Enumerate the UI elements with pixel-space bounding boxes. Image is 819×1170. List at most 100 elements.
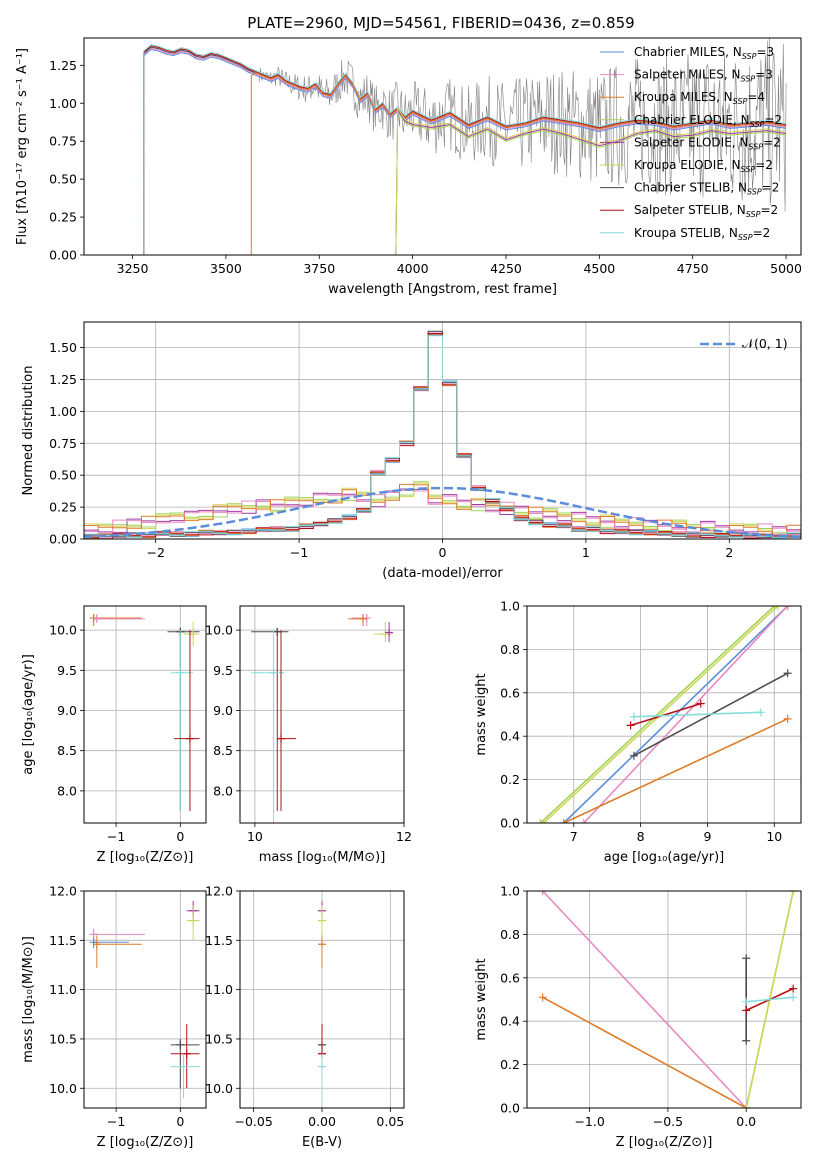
panel-6: −1 0 10.0 10.5 11.0 11.5 12.0 Z [log₁₀(Z/Z⊙)] ma… [21, 884, 207, 1150]
axes-frame [239, 890, 405, 1109]
y-tick-label: 0.75 [49, 134, 77, 149]
model-line [91, 44, 787, 255]
series-line [563, 718, 788, 823]
y-tick-label: 0.75 [49, 436, 77, 451]
data-marker [742, 1036, 751, 1045]
data-marker [629, 712, 638, 721]
data-marker [92, 614, 101, 623]
x-tick-label: 12 [396, 829, 412, 844]
y-tick-label: 0.8 [500, 927, 520, 942]
y-tick-label: 8.0 [213, 783, 233, 798]
data-marker [179, 1062, 188, 1071]
panel-7: −0.05 0.00 0.05 10.0 10.5 11.0 11.5 12.0 E(B-V) [205, 884, 405, 1150]
y-tick-label: 9.0 [213, 703, 233, 718]
y-tick-label: 1.0 [500, 884, 520, 899]
panel-2: −2 −1 0 1 2 0.00 0.25 0.50 0.75 1.00 1.25 1.50 (data… [21, 321, 802, 581]
y-tick-label: 0.4 [500, 729, 520, 744]
x-tick-label: 4000 [397, 261, 429, 276]
y-tick-label: 0.8 [500, 642, 520, 657]
data-marker [318, 1062, 326, 1071]
series-line [630, 702, 702, 727]
y-tick-label: 0.00 [49, 532, 77, 547]
x-axis-label: Z [log₁₀(Z/Z⊙)] [616, 1135, 713, 1150]
y-tick-label: 0.50 [49, 172, 77, 187]
data-marker [182, 1049, 191, 1058]
data-marker [176, 668, 185, 677]
data-marker [92, 940, 101, 949]
y-tick-label: 9.5 [57, 663, 77, 678]
y-tick-label: 0.2 [500, 1057, 520, 1072]
data-marker [538, 993, 547, 1002]
model-line [91, 107, 787, 255]
data-marker [742, 997, 751, 1006]
x-tick-label: 0.00 [308, 1114, 336, 1129]
axes-frame [239, 605, 405, 824]
y-tick-label: 8.5 [213, 743, 233, 758]
data-points [89, 900, 200, 1099]
x-tick-label: 3750 [303, 261, 335, 276]
legend-label: Kroupa MILES, NSSP=4 [634, 90, 765, 106]
x-tick-label: 10 [247, 829, 263, 844]
y-tick-label: 1.00 [49, 404, 77, 419]
y-axis-label: age [log₁₀(age/yr)] [21, 654, 36, 775]
data-marker [318, 940, 326, 949]
y-tick-label: 10.5 [205, 1031, 233, 1046]
data-marker [742, 1104, 751, 1108]
data-marker [189, 916, 198, 925]
y-tick-label: 8.5 [57, 743, 77, 758]
y-tick-label: 0.6 [500, 970, 520, 985]
model-line [91, 48, 787, 255]
data-marker [359, 614, 367, 623]
x-tick-label: 0 [439, 545, 447, 560]
y-axis-label: mass [log₁₀(M/M⊙)] [21, 936, 36, 1063]
x-tick-label: −0.05 [235, 1114, 273, 1129]
data-points [251, 614, 394, 823]
series-line [539, 606, 775, 823]
axes-frame [526, 605, 802, 824]
histogram-series [84, 333, 801, 539]
y-tick-label: 10.0 [49, 1081, 77, 1096]
data-marker [789, 891, 798, 895]
histogram-series [84, 335, 801, 539]
legend-label: 𝒩(0, 1) [742, 336, 788, 351]
x-tick-label: 3250 [117, 261, 149, 276]
data-marker [362, 614, 371, 623]
legend-label: Chabrier ELODIE, NSSP=2 [634, 113, 782, 129]
data-marker [385, 628, 394, 637]
data-marker [536, 819, 545, 823]
legend-label: Kroupa ELODIE, NSSP=2 [634, 158, 773, 174]
series-line [542, 891, 747, 1108]
y-tick-label: 0.0 [500, 816, 520, 831]
axes-frame [83, 890, 207, 1109]
x-tick-label: 7 [570, 829, 578, 844]
legend-label: Chabrier MILES, NSSP=3 [634, 45, 774, 61]
y-tick-label: 12.0 [49, 884, 77, 899]
data-marker [626, 721, 635, 730]
y-tick-label: 11.0 [49, 982, 77, 997]
x-tick-label: 10 [766, 829, 782, 844]
x-tick-label: 4750 [677, 261, 709, 276]
x-tick-label: 5000 [770, 261, 802, 276]
x-tick-label: 1 [582, 545, 590, 560]
y-axis-label: mass weight [474, 673, 489, 755]
y-tick-label: 9.0 [57, 703, 77, 718]
legend-label: Chabrier STELIB, NSSP=2 [634, 181, 779, 197]
x-axis-label: mass [log₁₀(M/M⊙)] [259, 850, 386, 865]
data-marker [89, 930, 98, 939]
panel-1: 3250 3500 3750 4000 4250 4500 4750 5000 0.00 0.25… [15, 37, 802, 297]
y-tick-label: 10.0 [49, 623, 77, 638]
x-axis-label: Z [log₁₀(Z/Z⊙)] [97, 850, 194, 865]
data-marker [559, 819, 568, 823]
x-tick-label: 0 [176, 1114, 184, 1129]
data-marker [318, 916, 326, 925]
x-axis-label: E(B-V) [302, 1135, 342, 1150]
data-marker [742, 1006, 751, 1015]
series-line [633, 711, 761, 718]
weight-lines [536, 606, 792, 823]
histogram [84, 330, 801, 539]
y-tick-label: 11.0 [205, 982, 233, 997]
data-marker [629, 751, 638, 760]
data-marker [277, 734, 285, 743]
data-marker [783, 606, 792, 610]
data-marker [783, 714, 792, 723]
